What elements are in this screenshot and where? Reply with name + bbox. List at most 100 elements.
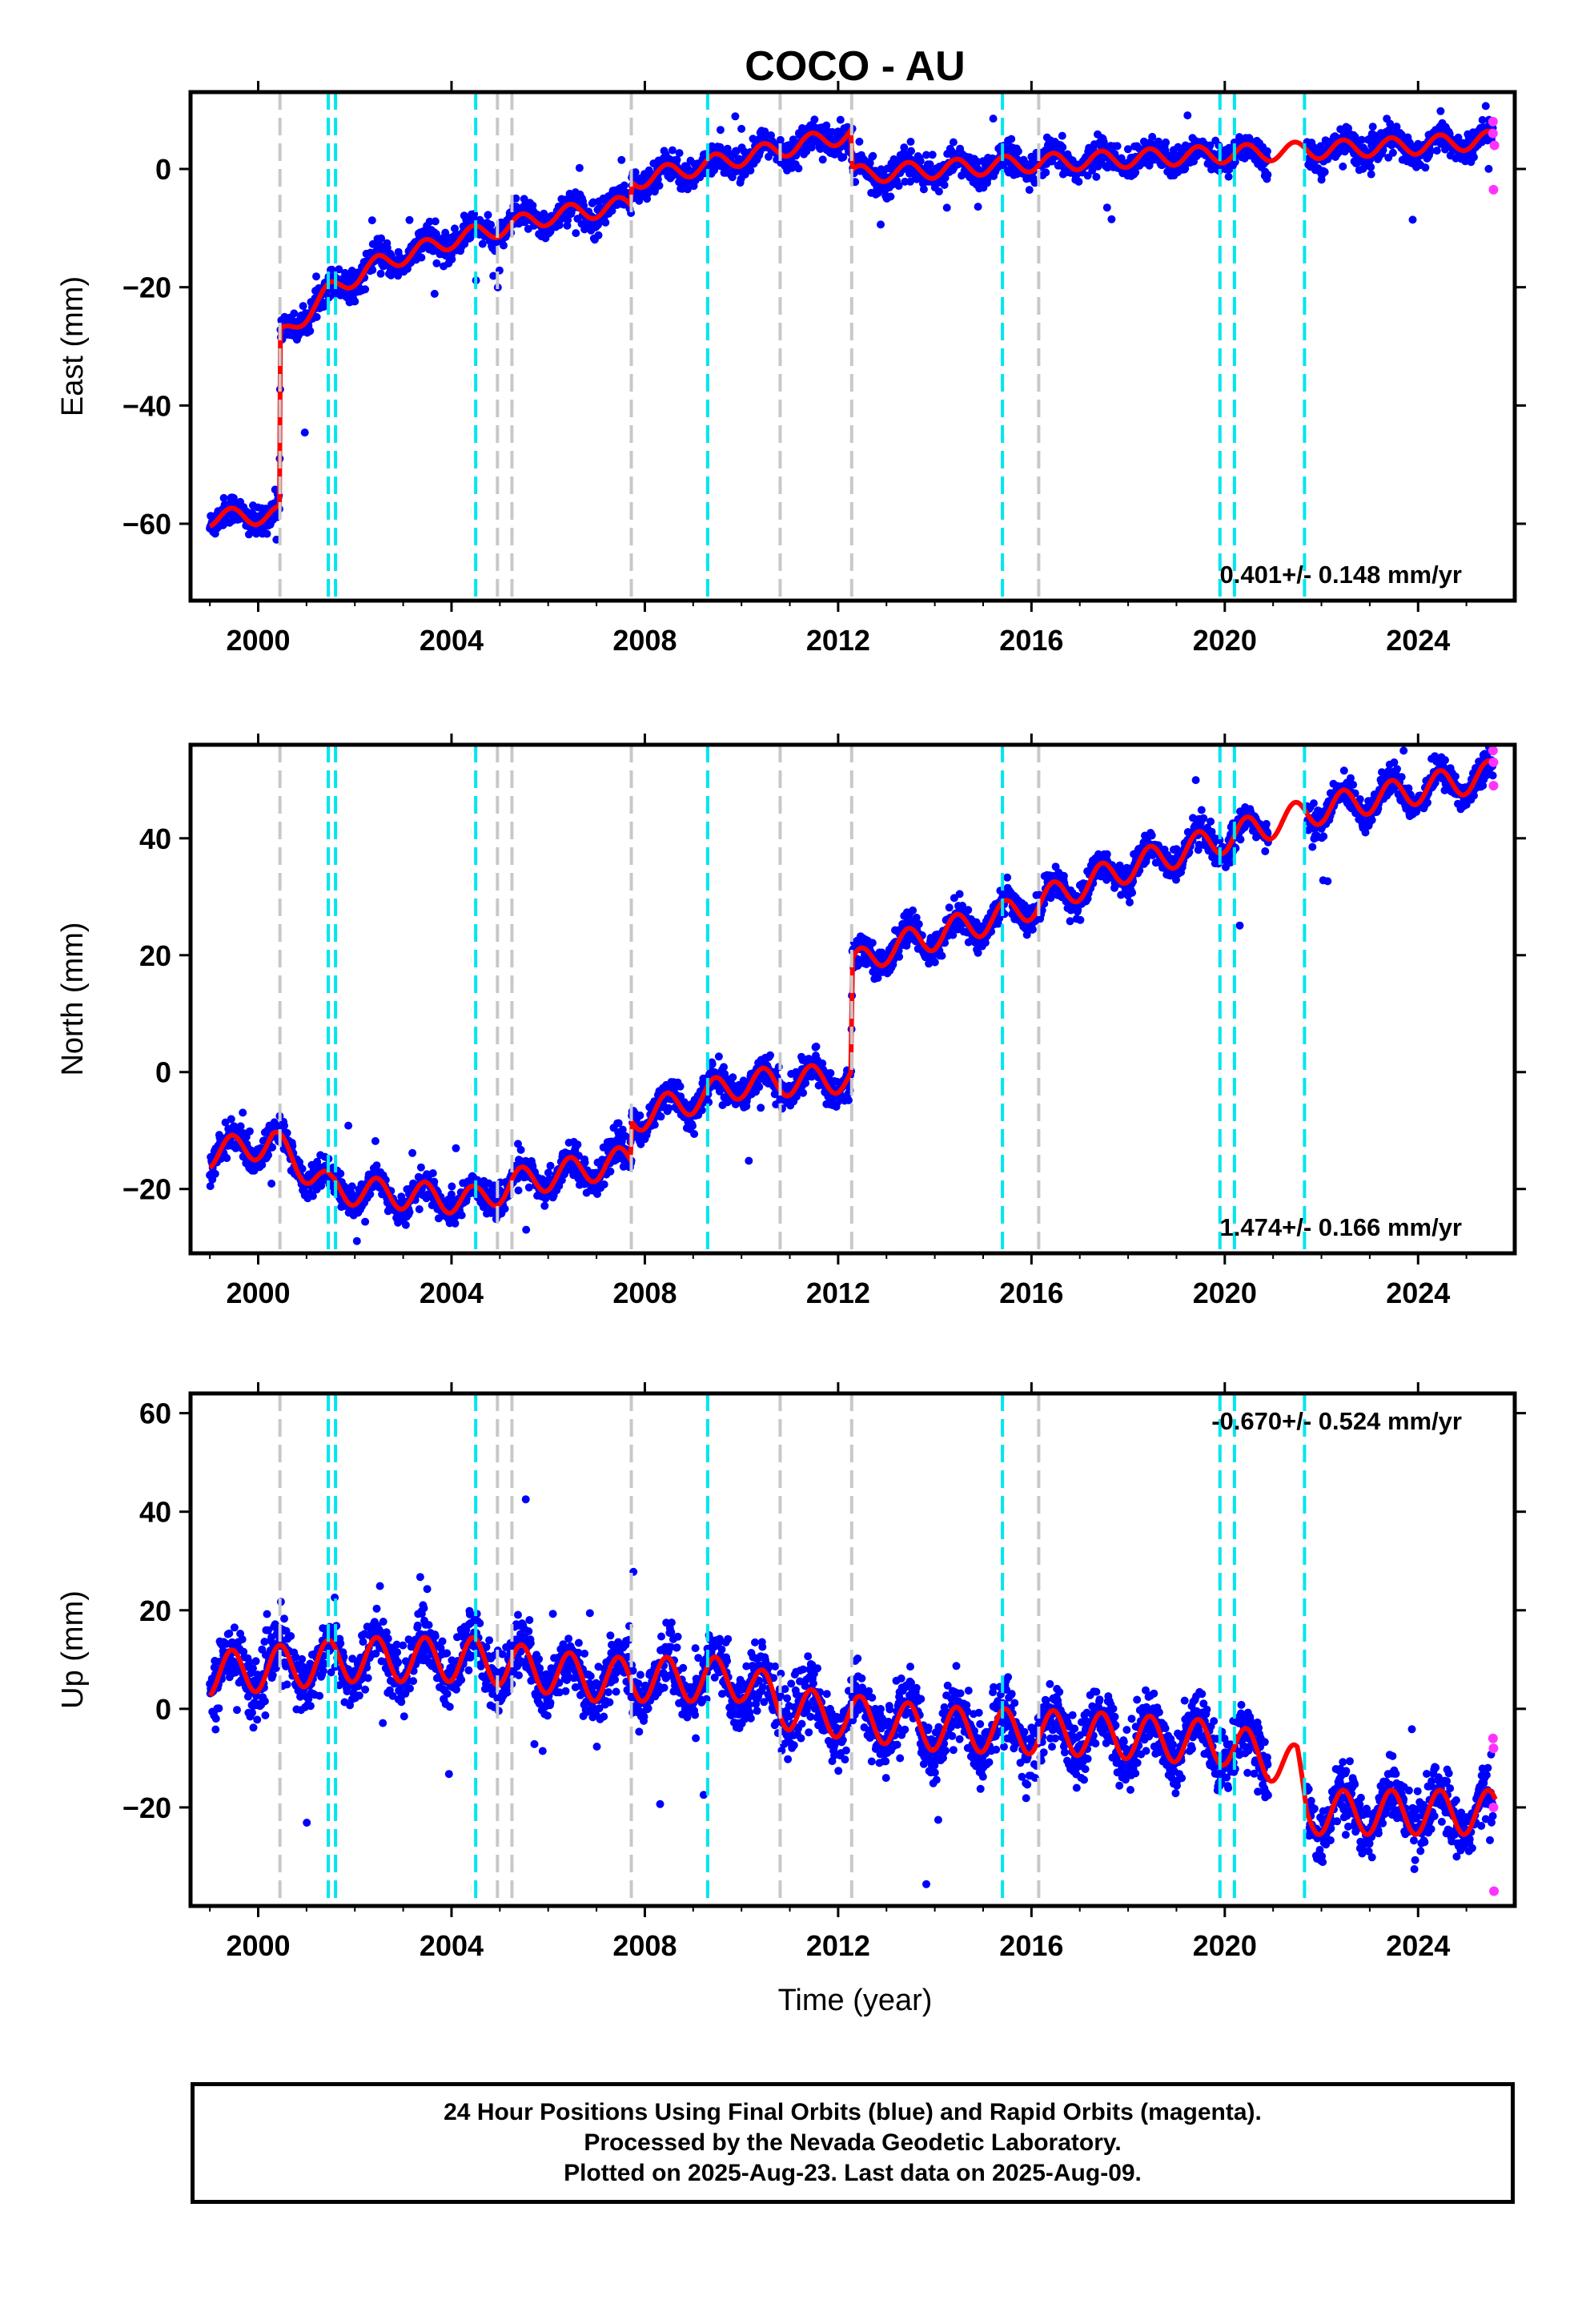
- data-point: [1392, 123, 1401, 131]
- data-point: [441, 228, 450, 237]
- data-point: [431, 217, 440, 226]
- data-point: [432, 259, 441, 267]
- data-point: [361, 1217, 370, 1226]
- panel-north: 2000 2004 2008 2012 2016 2020 202440200−20Nort…: [56, 734, 1526, 1309]
- data-point: [668, 146, 677, 155]
- data-point: [1224, 172, 1233, 181]
- panel-frame: [188, 90, 1517, 603]
- data-point: [731, 112, 740, 121]
- data-point: [895, 952, 904, 961]
- data-point: [580, 201, 588, 210]
- data-point: [299, 302, 307, 311]
- data-point: [555, 221, 564, 230]
- x-tick-label: 2012: [806, 624, 870, 657]
- data-point: [405, 215, 414, 224]
- data-point: [514, 1186, 523, 1195]
- data-point: [377, 234, 386, 243]
- data-point: [514, 1140, 522, 1148]
- data-point: [729, 1073, 737, 1082]
- data-point: [749, 135, 757, 143]
- data-point: [522, 1225, 531, 1234]
- data-point: [290, 309, 299, 318]
- data-point: [528, 201, 537, 210]
- data-point: [600, 1180, 608, 1188]
- data-point: [886, 192, 895, 201]
- x-tick-label: 2016: [999, 624, 1063, 657]
- data-point: [574, 1152, 583, 1160]
- data-point: [448, 255, 456, 263]
- data-point: [367, 216, 376, 225]
- data-point: [909, 906, 917, 915]
- data-point: [945, 903, 954, 912]
- data-point: [489, 271, 498, 280]
- data-point: [1436, 139, 1445, 148]
- time-series-chart: COCO - AU 2000 2004 2008 2012 2016 2020 20240−…: [56, 43, 1526, 2017]
- data-point: [1092, 172, 1101, 181]
- data-point: [500, 241, 508, 250]
- data-point: [1014, 147, 1022, 155]
- data-point: [417, 253, 426, 262]
- data-point: [810, 115, 819, 124]
- data-point: [1320, 167, 1329, 176]
- data-point: [812, 1042, 821, 1051]
- y-tick-label: −60: [122, 508, 171, 541]
- data-point: [1263, 147, 1271, 155]
- data-point: [408, 1148, 417, 1157]
- data-point: [298, 1164, 307, 1173]
- y-axis-label: East (mm): [56, 276, 90, 416]
- data-point: [361, 285, 370, 294]
- data-point: [894, 182, 903, 191]
- rapid-orbit-point: [1488, 116, 1498, 127]
- data-point: [430, 289, 439, 298]
- data-point: [264, 1151, 272, 1160]
- data-point: [484, 211, 492, 219]
- data-point: [512, 194, 520, 203]
- data-point: [564, 215, 572, 224]
- data-point: [366, 1190, 375, 1199]
- data-point: [344, 1121, 353, 1130]
- data-point: [683, 185, 692, 194]
- data-point: [906, 177, 914, 186]
- data-point: [368, 266, 377, 275]
- data-point: [627, 209, 636, 217]
- data-point: [839, 153, 848, 162]
- data-point: [974, 948, 982, 957]
- data-point: [245, 1127, 254, 1136]
- data-point: [306, 327, 315, 336]
- data-point: [239, 1108, 247, 1117]
- data-point: [383, 243, 391, 252]
- data-point: [1007, 135, 1016, 143]
- data-point: [757, 1104, 765, 1112]
- data-point: [606, 1167, 615, 1176]
- data-point: [1154, 137, 1162, 146]
- data-point: [845, 1096, 853, 1104]
- data-point: [949, 931, 958, 939]
- data-point: [1206, 141, 1215, 150]
- data-point: [347, 1182, 356, 1191]
- y-tick-label: −20: [122, 271, 171, 304]
- data-point: [930, 958, 939, 967]
- data-point: [229, 493, 238, 502]
- data-point: [907, 147, 915, 155]
- data-point: [708, 1059, 717, 1068]
- data-point: [714, 1052, 723, 1061]
- data-point: [916, 157, 925, 166]
- data-point: [818, 1059, 827, 1068]
- data-point: [572, 229, 580, 238]
- data-point: [1113, 142, 1122, 151]
- data-point: [794, 164, 803, 173]
- panels: 2000 2004 2008 2012 2016 2020 20240−20−40−60Ea…: [56, 81, 1526, 1962]
- data-point: [1181, 164, 1190, 173]
- data-point: [312, 272, 320, 281]
- data-point: [223, 1154, 231, 1163]
- data-point: [636, 1111, 644, 1120]
- x-tick-label: 2020: [1193, 624, 1257, 657]
- data-point: [451, 224, 459, 233]
- data-point: [283, 1128, 291, 1137]
- data-point: [280, 1121, 288, 1130]
- data-point: [1058, 131, 1066, 140]
- data-point: [720, 1063, 728, 1072]
- data-point: [478, 239, 487, 248]
- data-point: [608, 207, 616, 215]
- data-point: [1088, 166, 1097, 175]
